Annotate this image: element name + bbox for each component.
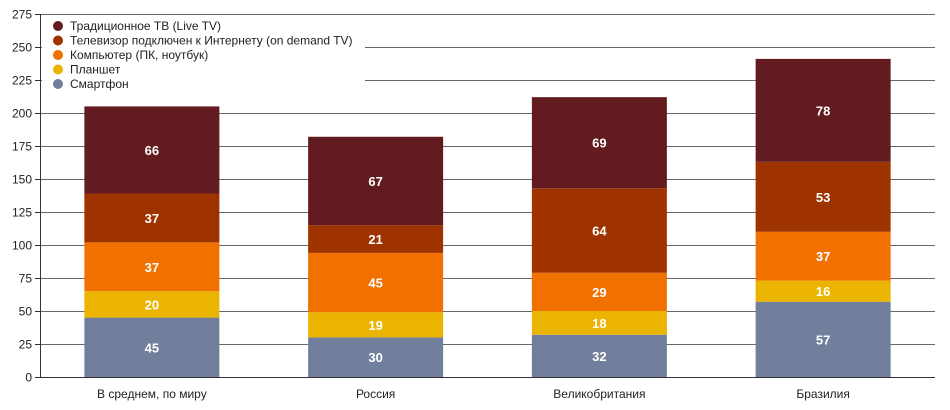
legend-label: Телевизор подключен к Интернету (on dema… <box>70 34 353 48</box>
legend-background <box>42 16 365 102</box>
y-tick-label: 225 <box>12 74 32 88</box>
x-tick-label: В среднем, по миру <box>97 387 207 401</box>
y-tick-label: 50 <box>19 305 33 319</box>
y-tick-label: 100 <box>12 239 32 253</box>
data-label: 32 <box>592 349 606 364</box>
data-label: 20 <box>145 297 159 312</box>
bar-segment <box>755 58 891 162</box>
bar-segment <box>308 312 444 338</box>
y-tick-label: 250 <box>12 41 32 55</box>
legend-marker <box>53 64 63 75</box>
bar-segment <box>755 161 891 232</box>
data-label: 37 <box>145 211 159 226</box>
bar-segment <box>531 97 667 189</box>
data-label: 78 <box>816 103 830 118</box>
bar-segment <box>755 231 891 281</box>
data-label: 67 <box>368 174 382 189</box>
bar-segment <box>755 280 891 302</box>
y-tick-label: 175 <box>12 140 32 154</box>
data-label: 53 <box>816 190 830 205</box>
bar-segment <box>308 136 444 226</box>
x-tick-label: Великобритания <box>553 387 645 401</box>
data-label: 16 <box>816 284 830 299</box>
bar-segment <box>531 311 667 335</box>
bar-segment <box>308 225 444 253</box>
legend-label: Компьютер (ПК, ноутбук) <box>70 48 208 62</box>
bar-segment <box>84 106 220 194</box>
bar-segment <box>84 317 220 377</box>
bar-segment <box>84 193 220 243</box>
data-label: 18 <box>592 316 606 331</box>
bar-segment <box>308 337 444 377</box>
data-label: 37 <box>145 260 159 275</box>
legend-marker <box>53 21 63 31</box>
data-label: 19 <box>368 318 382 333</box>
data-label: 37 <box>816 249 830 264</box>
bar-segment <box>755 301 891 377</box>
y-tick-label: 275 <box>12 8 32 22</box>
legend-label: Планшет <box>70 63 121 77</box>
data-label: 45 <box>368 276 382 291</box>
bar-segment <box>308 252 444 313</box>
y-tick-label: 200 <box>12 107 32 121</box>
y-tick-label: 25 <box>19 338 33 352</box>
bar-segment <box>531 272 667 311</box>
legend-marker <box>53 35 63 46</box>
x-tick-label: Бразилия <box>796 387 850 401</box>
bar-segment <box>531 334 667 377</box>
y-tick-label: 125 <box>12 206 32 220</box>
data-label: 30 <box>368 350 382 365</box>
y-tick-label: 75 <box>19 272 33 286</box>
bar-segment <box>84 242 220 292</box>
data-label: 21 <box>368 232 382 247</box>
x-tick-label: Россия <box>356 387 395 401</box>
data-label: 29 <box>592 285 606 300</box>
data-label: 57 <box>816 332 830 347</box>
legend-marker <box>53 50 63 60</box>
data-label: 69 <box>592 136 606 151</box>
bar-segment <box>84 291 220 318</box>
bar-segment <box>531 188 667 273</box>
legend-label: Смартфон <box>70 77 129 91</box>
bars: 45 20 37 37 66 30 19 45 21 67 32 18 29 64 69 57 16 37 53 78 <box>84 58 891 377</box>
x-axis: В среднем, по миру Россия Великобритания Бр… <box>97 387 850 401</box>
data-label: 64 <box>592 223 607 238</box>
legend-marker <box>53 79 63 89</box>
y-tick-label: 0 <box>25 371 32 385</box>
y-axis: 0 25 50 75 100 125 150 175 200 225 250 275 <box>12 8 935 385</box>
data-label: 45 <box>145 340 159 355</box>
data-label: 66 <box>145 143 159 158</box>
legend-label: Традиционное ТВ (Live TV) <box>70 19 221 33</box>
y-tick-label: 150 <box>12 173 32 187</box>
legend: Традиционное ТВ (Live TV)Телевизор подкл… <box>42 16 365 102</box>
